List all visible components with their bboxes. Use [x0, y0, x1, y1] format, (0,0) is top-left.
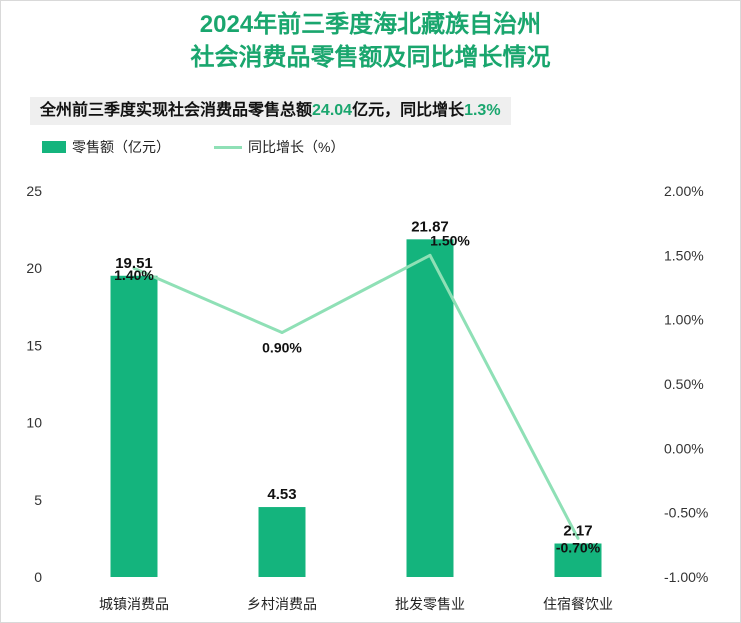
line-point [576, 536, 580, 540]
legend-line-label: 同比增长（%） [248, 139, 345, 155]
y-right-tick-label: 1.00% [664, 312, 704, 328]
y-right-tick-label: -1.00% [664, 569, 708, 585]
bar [406, 239, 454, 577]
bar-value-label: 21.87 [411, 218, 449, 235]
x-tick-label: 城镇消费品 [99, 596, 169, 612]
legend-line-swatch [214, 146, 242, 149]
y-right-tick-label: 1.50% [664, 247, 704, 263]
line-point [132, 266, 136, 270]
x-tick-label: 乡村消费品 [247, 596, 317, 612]
subtitle-total: 24.04 [312, 102, 353, 119]
line-value-label: 0.90% [262, 340, 302, 356]
subtitle-prefix: 全州前三季度实现社会消费品零售总额 [40, 102, 313, 119]
y-right-tick-label: 2.00% [664, 183, 704, 199]
subtitle-banner: 全州前三季度实现社会消费品零售总额24.04亿元，同比增长1.3% [30, 97, 511, 125]
y-axis-left: 0 5 10 15 20 25 [26, 183, 42, 585]
bar-series [110, 239, 602, 577]
x-tick-label: 批发零售业 [395, 596, 465, 612]
title-line-2: 社会消费品零售额及同比增长情况 [190, 44, 551, 71]
legend-bar-swatch [42, 141, 66, 153]
x-axis-labels: 城镇消费品 乡村消费品 批发零售业 住宿餐饮业 [99, 596, 613, 612]
y-left-tick-label: 20 [26, 260, 42, 276]
line-series [132, 253, 580, 540]
bar-value-label: 2.17 [563, 522, 592, 539]
line-point [428, 253, 432, 257]
y-right-tick-label: 0.00% [664, 440, 704, 456]
y-left-tick-label: 5 [34, 492, 42, 508]
y-left-tick-label: 0 [34, 569, 42, 585]
y-right-tick-label: -0.50% [664, 505, 708, 521]
y-right-tick-label: 0.50% [664, 376, 704, 392]
line-value-label: -0.70% [556, 539, 601, 555]
line-value-label: 1.50% [430, 232, 470, 248]
bar [110, 275, 158, 577]
line-point [280, 331, 284, 335]
line-value-label: 1.40% [114, 267, 154, 283]
chart-title: 2024年前三季度海北藏族自治州 社会消费品零售额及同比增长情况 [0, 8, 741, 74]
bar-value-label: 4.53 [267, 486, 296, 503]
bar [554, 543, 602, 577]
subtitle-mid: 亿元，同比增长 [352, 102, 465, 119]
growth-line [133, 253, 580, 540]
bar [258, 507, 306, 577]
subtitle-growth: 1.3% [464, 102, 501, 119]
title-line-1: 2024年前三季度海北藏族自治州 [199, 11, 542, 38]
data-labels: 19.51 4.53 21.87 2.17 1.40% 0.90% 1.50% -0.70% [114, 218, 601, 555]
legend-bar-label: 零售额（亿元） [72, 139, 170, 155]
y-left-tick-label: 15 [26, 337, 42, 353]
y-axis-right: -1.00% -0.50% 0.00% 0.50% 1.00% 1.50% 2.00% [664, 183, 708, 585]
x-tick-label: 住宿餐饮业 [543, 596, 613, 612]
y-left-tick-label: 10 [26, 415, 42, 431]
y-left-tick-label: 25 [26, 183, 42, 199]
bar-value-label: 19.51 [115, 255, 153, 272]
